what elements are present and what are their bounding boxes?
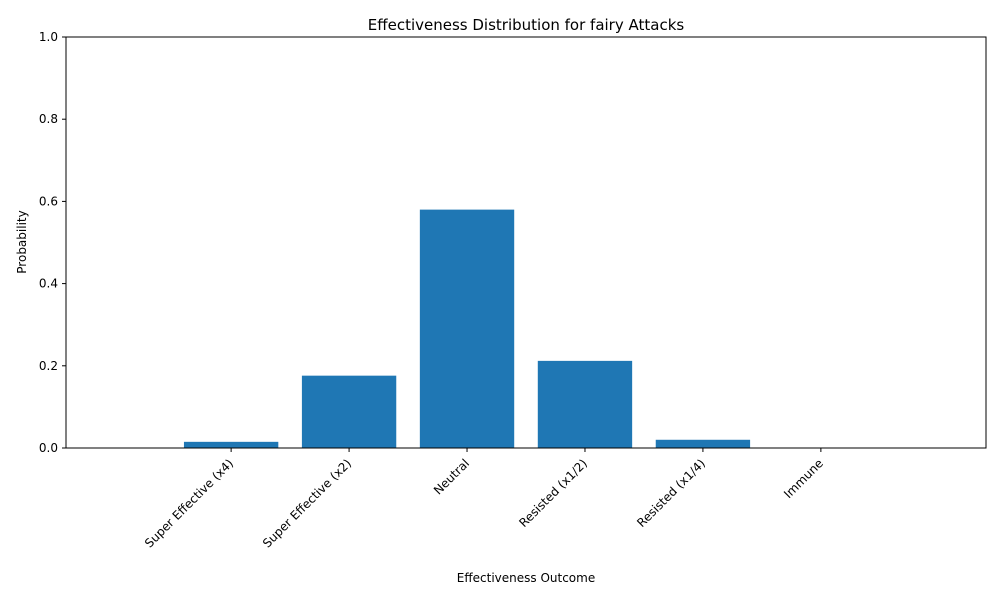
y-tick-label: 0.2 <box>39 359 58 373</box>
plot-frame <box>65 36 987 449</box>
y-tick-label: 0.4 <box>39 277 58 291</box>
y-tick-label: 0.0 <box>39 441 58 455</box>
x-tick-label: Immune <box>781 456 826 501</box>
chart-title: Effectiveness Distribution for fairy Att… <box>368 16 685 34</box>
x-tick-label: Resisted (x1/2) <box>516 456 590 530</box>
bar-0 <box>183 441 279 448</box>
y-tick-label: 1.0 <box>39 30 58 44</box>
bar-2 <box>419 209 515 448</box>
y-axis-label: Probability <box>15 210 29 273</box>
y-tick-label: 0.8 <box>39 112 58 126</box>
bars-group <box>183 209 751 448</box>
y-tick-label: 0.6 <box>39 194 58 208</box>
x-tick-label: Super Effective (x4) <box>142 456 236 550</box>
x-tick-label: Neutral <box>431 456 472 497</box>
y-axis: 0.0 0.2 0.4 0.6 0.8 1.0 <box>39 30 66 455</box>
bar-1 <box>301 375 397 448</box>
bar-3 <box>537 360 633 448</box>
bar-4 <box>655 439 751 448</box>
x-axis: Super Effective (x4) Super Effective (x2)… <box>142 448 826 550</box>
x-tick-label: Super Effective (x2) <box>260 456 354 550</box>
x-tick-label: Resisted (x1/4) <box>634 456 708 530</box>
x-axis-label: Effectiveness Outcome <box>457 571 595 585</box>
